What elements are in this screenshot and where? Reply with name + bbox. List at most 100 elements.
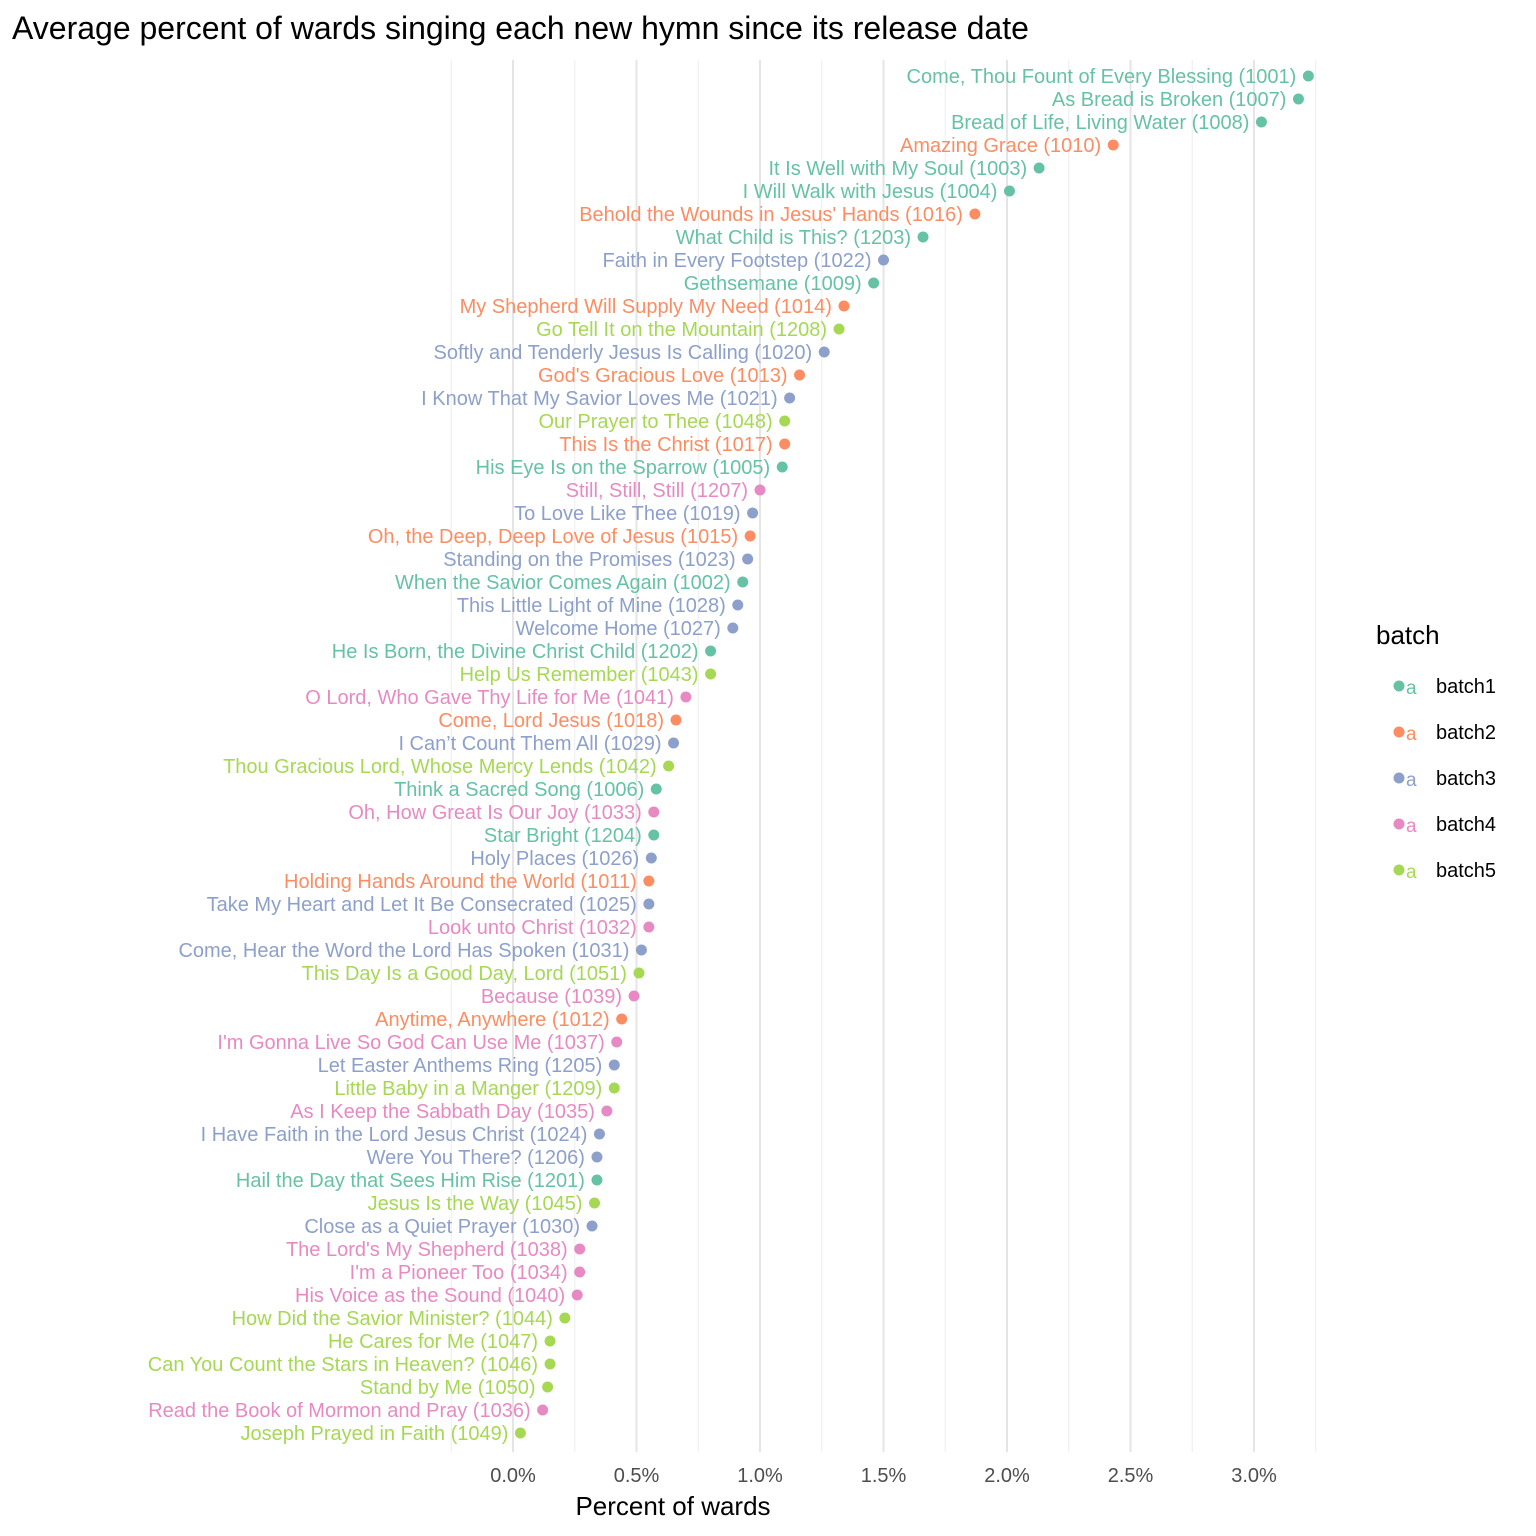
data-point [878,254,889,266]
x-tick-label: 2.5% [1108,1465,1154,1487]
point-label: Holy Places (1026) [470,848,639,870]
point-label: Faith in Every Footstep (1022) [602,250,871,272]
point-label: Standing on the Promises (1023) [443,549,735,571]
point-label: Holding Hands Around the World (1011) [284,871,637,893]
data-point [591,1174,603,1186]
data-point [542,1381,554,1393]
x-axis-ticks: 0.0% 0.5% 1.0% 1.5% 2.0% 2.5% 3.0% [490,1465,1277,1487]
legend-key-letter: a [1406,862,1417,883]
point-label: I'm a Pioneer Too (1034) [350,1262,568,1284]
legend-key-letter: a [1406,816,1417,837]
legend-items: a batch1 a batch2 a batch3 a batch4 a batch5 [1393,676,1496,883]
x-tick-label: 0.5% [614,1465,660,1487]
point-label: Amazing Grace (1010) [900,135,1101,157]
legend-key-dot [1393,680,1405,692]
point-label: Oh, How Great Is Our Joy (1033) [348,802,641,824]
point-label: Let Easter Anthems Ring (1205) [318,1055,603,1077]
data-point [744,530,756,542]
point-label: As Bread is Broken (1007) [1052,89,1287,111]
point-label: God's Gracious Love (1013) [538,365,788,387]
legend-label: batch4 [1436,814,1496,836]
point-label: Close as a Quiet Prayer (1030) [304,1216,580,1238]
point-label: Little Baby in a Manger (1209) [334,1078,602,1100]
legend-key-letter: a [1406,724,1417,745]
data-point [1003,185,1015,197]
point-label: I Have Faith in the Lord Jesus Christ (1… [201,1124,588,1146]
point-label: This Day Is a Good Day, Lord (1051) [302,963,627,985]
data-point [544,1358,556,1370]
point-label: He Cares for Me (1047) [328,1331,538,1353]
data-point [633,967,645,979]
data-point [917,231,929,243]
x-tick-label: 1.5% [861,1465,907,1487]
point-label: Still, Still, Still (1207) [566,480,748,502]
legend-label: batch3 [1436,768,1496,790]
point-label: This Little Light of Mine (1028) [457,595,726,617]
data-point [589,1197,601,1209]
data-point [574,1243,586,1255]
legend-key-dot [1393,864,1405,876]
point-label: Jesus Is the Way (1045) [368,1193,583,1215]
chart-title: Average percent of wards singing each ne… [12,10,1029,46]
point-label: I Know That My Savior Loves Me (1021) [421,388,777,410]
data-point [732,599,744,611]
point-label: Thou Gracious Lord, Whose Mercy Lends (1… [223,756,657,778]
x-axis-title: Percent of wards [575,1491,770,1521]
point-label: Come, Hear the Word the Lord Has Spoken … [178,940,629,962]
data-point [514,1427,526,1439]
data-point [648,829,660,841]
legend-key-letter: a [1406,678,1417,699]
legend-title: batch [1376,620,1440,650]
data-point [648,806,660,818]
data-points [514,70,1314,1439]
data-point [705,645,717,657]
point-label: Softly and Tenderly Jesus Is Calling (10… [433,342,812,364]
point-label: This Is the Christ (1017) [559,434,772,456]
legend-key-dot [1393,818,1405,830]
point-label: Our Prayer to Thee (1048) [538,411,772,433]
data-point [668,737,680,749]
data-point [680,691,692,703]
point-label: Oh, the Deep, Deep Love of Jesus (1015) [368,526,738,548]
data-point [754,484,766,496]
data-point [833,323,845,335]
data-point [1255,116,1267,128]
point-label: Welcome Home (1027) [516,618,721,640]
x-tick-label: 3.0% [1231,1465,1277,1487]
data-point [645,852,657,864]
data-point [663,760,675,772]
x-tick-label: 2.0% [984,1465,1030,1487]
data-point [650,783,662,795]
data-point [635,944,647,956]
legend-label: batch1 [1436,676,1496,698]
point-label: Come, Lord Jesus (1018) [438,710,664,732]
point-label: The Lord's My Shepherd (1038) [286,1239,568,1261]
point-label: I Can’t Count Them All (1029) [398,733,661,755]
data-point [643,875,655,887]
point-labels: Come, Thou Fount of Every Blessing (1001… [148,66,1297,1445]
data-point [593,1128,605,1140]
x-tick-label: 0.0% [490,1465,536,1487]
data-point [838,300,850,312]
point-label: Gethsemane (1009) [684,273,862,295]
data-point [1302,70,1314,82]
point-label: Come, Thou Fount of Every Blessing (1001… [907,66,1297,88]
point-label: Anytime, Anywhere (1012) [375,1009,610,1031]
data-point [705,668,717,680]
data-point [1033,162,1045,174]
data-point [779,438,791,450]
point-label: Behold the Wounds in Jesus' Hands (1016) [579,204,963,226]
point-label: His Voice as the Sound (1040) [295,1285,565,1307]
point-label: Take My Heart and Let It Be Consecrated … [207,894,637,916]
legend-label: batch5 [1436,860,1496,882]
point-label: To Love Like Thee (1019) [514,503,740,525]
grid-lines [450,60,1317,1452]
point-label: When the Savior Comes Again (1002) [395,572,731,594]
data-point [608,1059,620,1071]
point-label: As I Keep the Sabbath Day (1035) [290,1101,595,1123]
data-point [537,1404,549,1416]
point-label: Because (1039) [481,986,622,1008]
data-point [868,277,880,289]
